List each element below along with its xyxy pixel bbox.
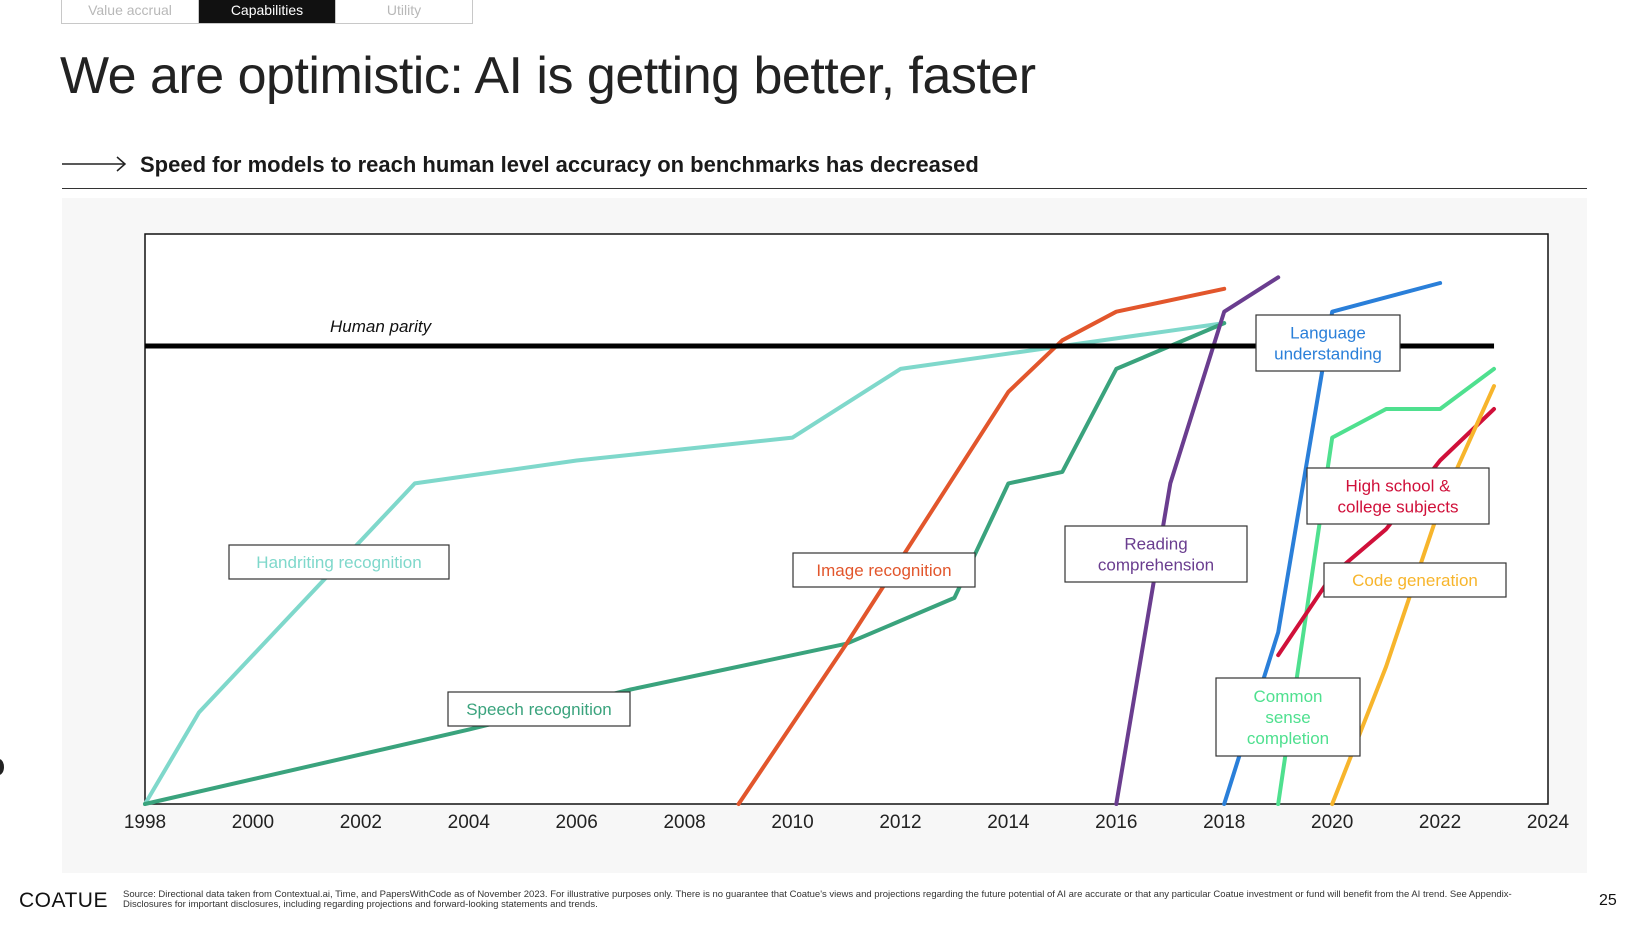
x-tick-label: 1998 (124, 812, 166, 833)
series-line (736, 286, 1227, 806)
chart-subtitle: Speed for models to reach human level ac… (140, 152, 979, 177)
series-label: Reading (1124, 535, 1187, 554)
series-label: Language (1290, 324, 1366, 343)
series-line (1276, 366, 1496, 806)
arrow-right-icon (62, 156, 127, 172)
x-tick-label: 2014 (987, 812, 1030, 833)
series-label-box (1323, 562, 1507, 598)
series-line (1276, 407, 1496, 658)
series-label-box (228, 544, 450, 580)
series-label: college subjects (1338, 498, 1459, 517)
subtitle-row: Speed for models to reach human level ac… (62, 150, 1587, 189)
series-label: completion (1247, 729, 1329, 748)
section-tabs: Value accrual Capabilities Utility (61, 0, 473, 24)
tab-utility[interactable]: Utility (335, 0, 472, 23)
x-tick-label: 2024 (1527, 812, 1570, 833)
x-tick-label: 2000 (232, 812, 274, 833)
series-label-box (792, 552, 976, 588)
source-note: Source: Directional data taken from Cont… (123, 889, 1512, 910)
series-label: Common (1254, 687, 1323, 706)
line-chart: 1998 2000 2002 2004 2006 2008 2010 2012 2014 2016… (124, 233, 1570, 833)
series-label: Speech recognition (466, 700, 612, 719)
x-tick-label: 2008 (663, 812, 705, 833)
x-tick-label: 2006 (556, 812, 598, 833)
x-tick-label: 2002 (340, 812, 382, 833)
tab-capabilities[interactable]: Capabilities (198, 0, 335, 23)
series-label-box (1064, 525, 1248, 583)
chart-panel: 1998 2000 2002 2004 2006 2008 2010 2012 2014 2016… (62, 198, 1587, 873)
series-label: comprehension (1098, 556, 1214, 575)
series-label-box (447, 691, 631, 727)
tab-value-accrual[interactable]: Value accrual (88, 2, 172, 18)
edge-marker (0, 759, 4, 775)
series-label: sense (1265, 708, 1310, 727)
series-line (1114, 275, 1281, 806)
series-label: High school & (1346, 477, 1452, 496)
series-label-box (1306, 467, 1490, 525)
x-tick-label: 2018 (1203, 812, 1245, 833)
series-label: Code generation (1352, 571, 1478, 590)
series-label: understanding (1274, 345, 1382, 364)
x-tick-label: 2022 (1419, 812, 1461, 833)
x-tick-label: 2010 (771, 812, 813, 833)
series-label: Handriting recognition (256, 553, 421, 572)
x-tick-label: 2012 (879, 812, 921, 833)
series-label: Image recognition (816, 561, 951, 580)
series-line (143, 321, 1227, 806)
coatue-logo: COATUE (19, 889, 108, 912)
page-title: We are optimistic: AI is getting better,… (60, 47, 1036, 105)
x-tick-label: 2004 (448, 812, 491, 833)
x-tick-label: 2016 (1095, 812, 1137, 833)
series-label-box (1215, 677, 1361, 757)
x-tick-label: 2020 (1311, 812, 1353, 833)
series-label-box (1255, 314, 1401, 372)
page-number: 25 (1599, 892, 1617, 909)
human-parity-label: Human parity (330, 317, 433, 336)
